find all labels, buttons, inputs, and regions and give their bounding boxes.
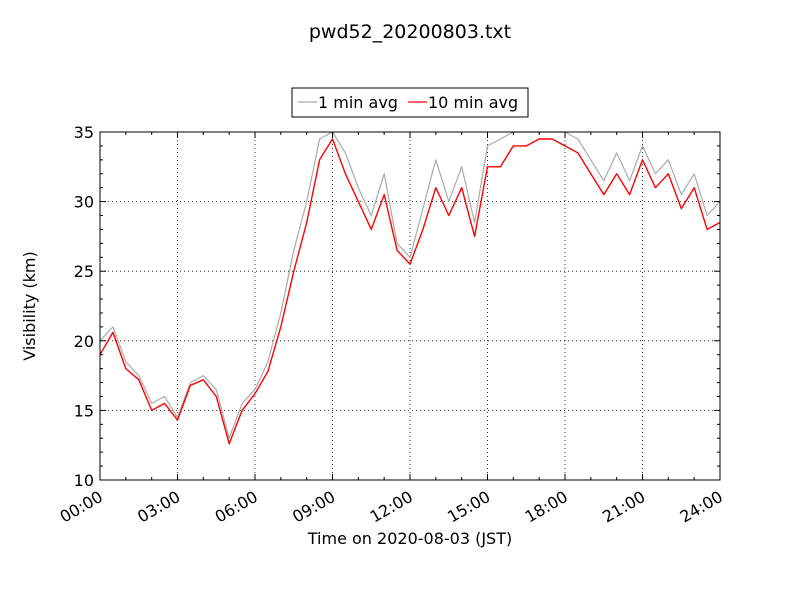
y-tick-label: 30	[74, 193, 94, 212]
series-line	[99, 138, 721, 445]
series-line	[99, 131, 721, 439]
y-tick-label: 20	[74, 332, 94, 351]
y-tick-label: 10	[74, 471, 94, 490]
series-1-min-avg	[99, 131, 721, 439]
x-tick-label: 09:00	[289, 487, 338, 527]
y-tick-label: 25	[74, 262, 94, 281]
series-10-min-avg	[99, 138, 721, 445]
chart-title: pwd52_20200803.txt	[309, 21, 511, 43]
legend-label-1min: 1 min avg	[318, 93, 398, 112]
x-tick-label: 00:00	[57, 487, 106, 527]
y-tick-label: 35	[74, 123, 94, 142]
axis-ticks: 00:00 03:00 06:00 09:00 12:00 15:00 18:00 21:00…	[57, 123, 726, 527]
y-tick-label: 15	[74, 401, 94, 420]
x-tick-label: 03:00	[134, 487, 183, 527]
x-tick-label: 18:00	[522, 487, 571, 527]
legend: 1 min avg 10 min avg	[291, 87, 529, 118]
x-axis-label: Time on 2020-08-03 (JST)	[307, 529, 512, 548]
grid-lines	[100, 132, 720, 480]
x-tick-label: 24:00	[677, 487, 726, 527]
x-tick-label: 15:00	[444, 487, 493, 527]
x-tick-label: 12:00	[367, 487, 416, 527]
x-tick-label: 06:00	[212, 487, 261, 527]
y-axis-label: Visibility (km)	[20, 251, 39, 360]
x-tick-label: 21:00	[599, 487, 648, 527]
legend-label-10min: 10 min avg	[428, 93, 518, 112]
